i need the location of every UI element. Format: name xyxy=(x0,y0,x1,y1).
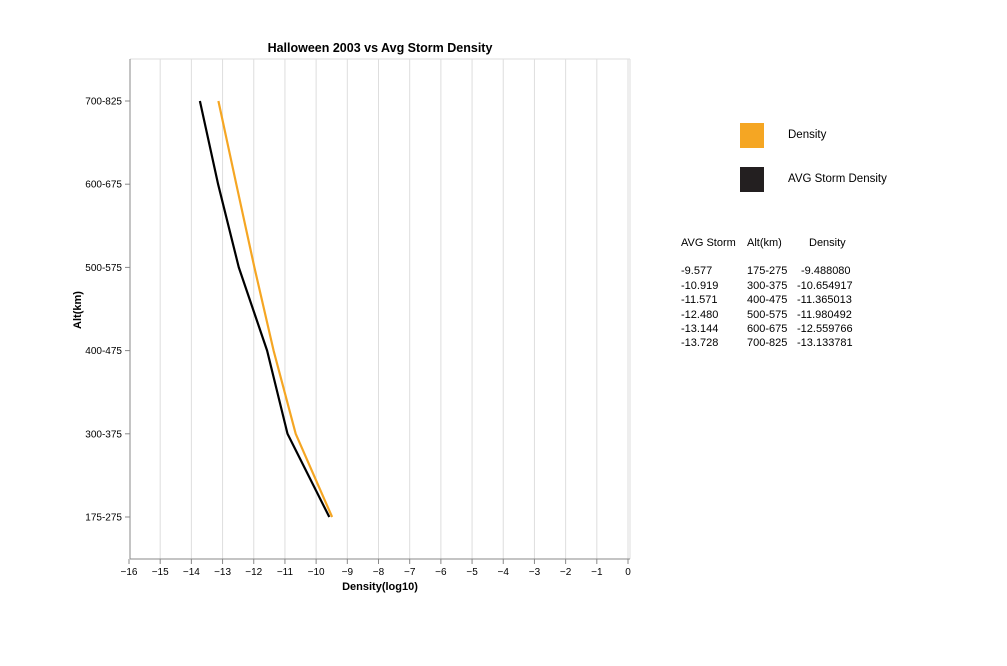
table-cell: 700-825 xyxy=(747,337,788,350)
x-tick-label: −11 xyxy=(277,567,294,578)
table-row: -13.728 700-825 -13.133781 xyxy=(681,336,889,350)
table-cell: -12.559766 xyxy=(797,322,853,335)
legend-label-density: Density xyxy=(788,129,827,141)
legend: Density AVG Storm Density xyxy=(740,122,887,210)
x-tick-label: −9 xyxy=(342,567,354,578)
x-tick-label: −13 xyxy=(214,567,231,578)
x-tick-label: −15 xyxy=(152,567,169,578)
table-row: -11.571 400-475 -11.365013 xyxy=(681,293,889,307)
x-tick-label: 0 xyxy=(625,567,631,578)
series-line-density xyxy=(217,100,334,518)
x-tick-label: −2 xyxy=(560,567,572,578)
y-tick-label: 175-275 xyxy=(85,513,122,524)
x-tick-label: −5 xyxy=(466,567,478,578)
x-tick-label: −7 xyxy=(404,567,416,578)
table-row: -13.144 600-675 -12.559766 xyxy=(681,322,889,336)
legend-item-avg-storm-density: AVG Storm Density xyxy=(740,166,887,192)
table-cell: -9.488080 xyxy=(801,265,851,278)
table-cell: -11.571 xyxy=(681,294,718,307)
table-cell: -13.144 xyxy=(681,322,719,335)
table-cell: -13.728 xyxy=(681,337,719,350)
series xyxy=(198,100,334,518)
table-cell: -13.133781 xyxy=(797,337,853,350)
table-header: AVG Storm Alt(km) Density xyxy=(681,236,889,250)
x-tick-label: −12 xyxy=(245,567,262,578)
y-tick-label: 400-475 xyxy=(85,346,122,357)
y-tick-label: 600-675 xyxy=(85,180,122,191)
table-cell: 300-375 xyxy=(747,279,788,292)
table-cell: 500-575 xyxy=(747,308,788,321)
table-cell: 600-675 xyxy=(747,322,788,335)
legend-swatch-density xyxy=(740,122,764,148)
table-header-density: Density xyxy=(809,237,846,249)
y-axis-label: Alt(km) xyxy=(72,291,84,329)
series-line-avg-storm-density xyxy=(198,100,331,518)
x-tick-label: −3 xyxy=(529,567,541,578)
table-row: -10.919 300-375 -10.654917 xyxy=(681,279,889,293)
x-tick-label: −1 xyxy=(591,567,603,578)
axes: −16 −15 −14 −13 −12 −11 −10 −9 −8 −7 −6 −5 −4 −3 −2 −1 0… xyxy=(85,59,631,578)
y-tick-label: 700-825 xyxy=(85,97,122,108)
table-cell: -11.365013 xyxy=(797,294,852,307)
x-tick-label: −14 xyxy=(183,567,200,578)
table-cell: -11.980492 xyxy=(797,308,852,321)
y-tick-label: 300-375 xyxy=(85,429,122,440)
legend-label-avg-storm-density: AVG Storm Density xyxy=(788,173,887,185)
grid xyxy=(130,58,631,559)
legend-swatch-avg-storm-density xyxy=(740,166,764,192)
table-header-alt: Alt(km) xyxy=(747,237,782,249)
table-cell: 400-475 xyxy=(747,294,788,307)
table-cell: -12.480 xyxy=(681,308,719,321)
x-tick-label: −10 xyxy=(308,567,325,578)
x-tick-label: −8 xyxy=(373,567,385,578)
x-tick-label: −16 xyxy=(121,567,138,578)
chart-title: Halloween 2003 vs Avg Storm Density xyxy=(268,41,493,55)
table-cell: -9.577 xyxy=(681,265,713,278)
x-tick-label: −6 xyxy=(435,567,447,578)
table-cell: -10.919 xyxy=(681,279,719,292)
y-tick-label: 500-575 xyxy=(85,263,122,274)
x-axis-label: Density(log10) xyxy=(342,581,418,593)
legend-item-density: Density xyxy=(740,122,887,148)
table-cell: 175-275 xyxy=(747,265,788,278)
table-header-avg-storm: AVG Storm xyxy=(681,237,736,249)
x-tick-label: −4 xyxy=(498,567,510,578)
table-cell: -10.654917 xyxy=(797,279,853,292)
table-row: -9.577 175-275 -9.488080 xyxy=(681,264,889,278)
data-table: AVG Storm Alt(km) Density -9.577 175-275… xyxy=(681,236,889,351)
table-row: -12.480 500-575 -11.980492 xyxy=(681,308,889,322)
